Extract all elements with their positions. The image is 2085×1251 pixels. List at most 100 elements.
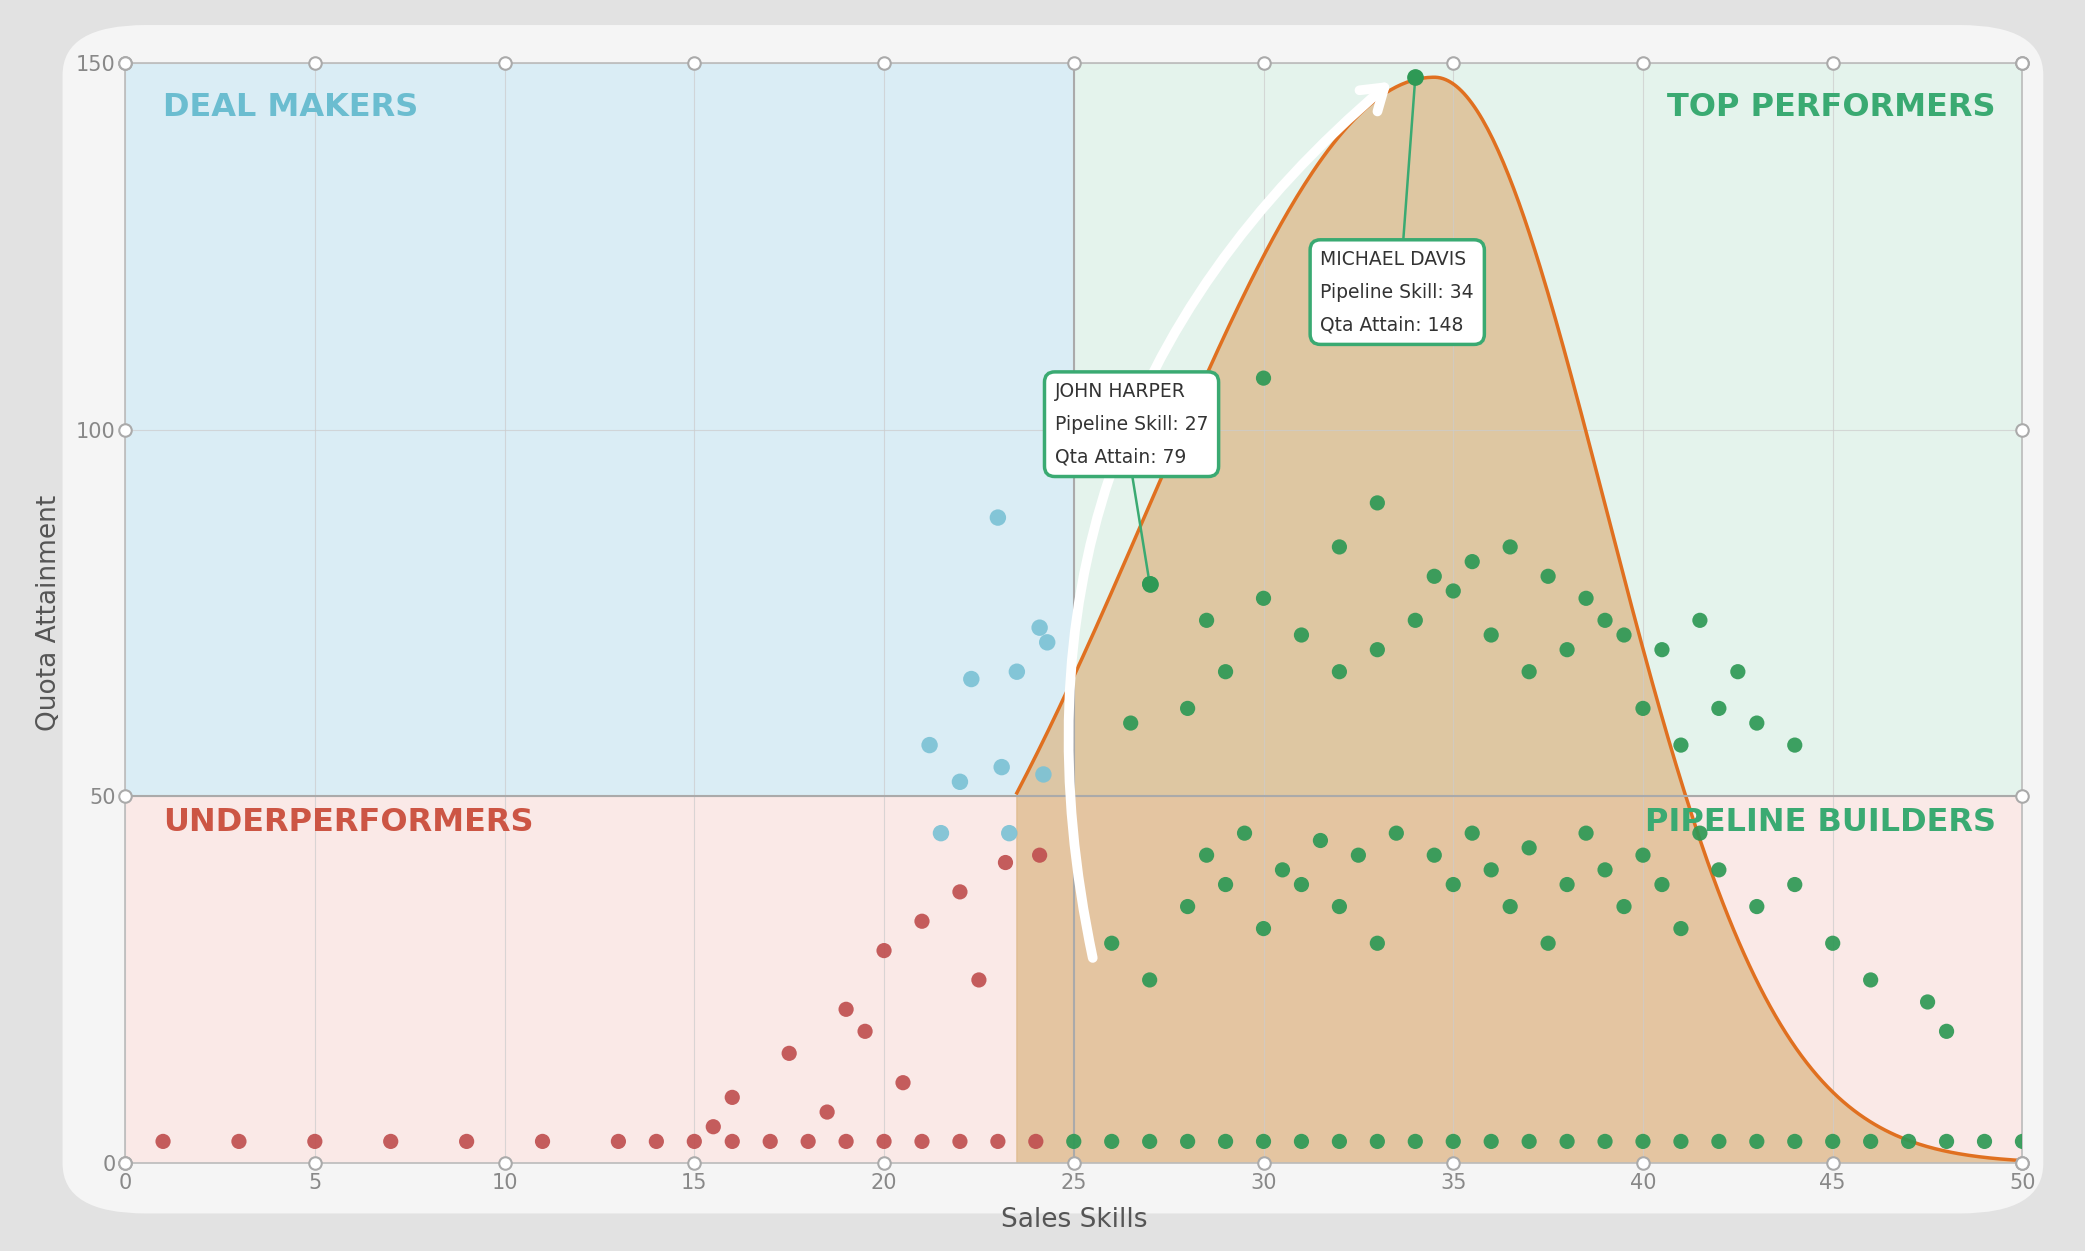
Point (1095, 933, 1128, 953)
Point (1057, 1131, 1090, 1151)
Text: DEAL MAKERS: DEAL MAKERS (163, 91, 419, 123)
Point (905, 1131, 938, 1151)
Point (984, 757, 1017, 777)
Point (1910, 992, 1943, 1012)
Point (1551, 1131, 1585, 1151)
Point (982, 1131, 1015, 1151)
Bar (1074, 63, 2022, 797)
Point (1741, 1131, 1774, 1151)
Point (1701, 698, 1735, 718)
Point (525, 1131, 559, 1151)
Point (811, 1102, 844, 1122)
Point (1303, 831, 1336, 851)
Point (1474, 859, 1507, 879)
Point (1645, 874, 1678, 894)
Point (942, 772, 976, 792)
Point (1026, 764, 1059, 784)
Point (1701, 859, 1735, 879)
Point (849, 1021, 882, 1041)
Point (1209, 662, 1243, 682)
Point (715, 1131, 749, 1151)
Text: UNDERPERFORMERS: UNDERPERFORMERS (163, 807, 534, 838)
Point (1455, 823, 1489, 843)
Point (1362, 639, 1395, 659)
Point (1474, 1131, 1507, 1151)
Point (1418, 567, 1451, 587)
Point (1530, 933, 1564, 953)
Point (603, 1131, 636, 1151)
Point (1095, 1131, 1128, 1151)
Point (942, 1131, 976, 1151)
Point (1931, 1021, 1964, 1041)
Point (1816, 1131, 1849, 1151)
Point (1191, 610, 1224, 631)
Point (640, 1131, 673, 1151)
Point (1701, 1131, 1735, 1151)
Point (1493, 537, 1526, 557)
Point (1854, 970, 1887, 990)
Point (1399, 1131, 1432, 1151)
Point (913, 736, 947, 756)
Point (450, 1131, 484, 1151)
Point (678, 1131, 711, 1151)
Point (1779, 1131, 1812, 1151)
Point (1284, 1131, 1318, 1151)
Point (696, 1117, 730, 1137)
Point (1530, 567, 1564, 587)
Point (1474, 626, 1507, 646)
Point (1362, 1131, 1395, 1151)
Point (1113, 713, 1147, 733)
Point (1589, 1131, 1622, 1151)
Point (715, 1087, 749, 1107)
Point (830, 1000, 863, 1020)
Point (1626, 1131, 1660, 1151)
Bar (1074, 797, 2022, 1163)
Point (2006, 1131, 2039, 1151)
Point (1645, 639, 1678, 659)
Point (1779, 874, 1812, 894)
Point (1551, 639, 1585, 659)
Point (1551, 874, 1585, 894)
Point (1247, 918, 1280, 938)
Point (1132, 970, 1166, 990)
Point (1247, 1131, 1280, 1151)
Point (753, 1131, 786, 1151)
Point (992, 823, 1026, 843)
X-axis label: Sales Skills: Sales Skills (1001, 1207, 1147, 1233)
Point (867, 1131, 901, 1151)
Point (1589, 859, 1622, 879)
Point (1228, 823, 1261, 843)
Point (1683, 823, 1716, 843)
Point (1322, 897, 1355, 917)
Text: JOHN HARPER
Pipeline Skill: 27
Qta Attain: 79: JOHN HARPER Pipeline Skill: 27 Qta Attai… (1055, 383, 1209, 467)
Point (1191, 846, 1224, 866)
Text: PIPELINE BUILDERS: PIPELINE BUILDERS (1645, 807, 1995, 838)
Point (1172, 1131, 1205, 1151)
Point (830, 1131, 863, 1151)
Text: MICHAEL DAVIS
Pipeline Skill: 34
Qta Attain: 148: MICHAEL DAVIS Pipeline Skill: 34 Qta Att… (1320, 250, 1474, 334)
Point (1322, 662, 1355, 682)
Point (146, 1131, 179, 1151)
Point (1779, 736, 1812, 756)
Point (1722, 662, 1756, 682)
Point (792, 1131, 826, 1151)
Point (1968, 1131, 2002, 1151)
Point (1608, 897, 1641, 917)
Point (963, 970, 997, 990)
Point (1437, 580, 1470, 600)
Point (1664, 736, 1697, 756)
Point (1854, 1131, 1887, 1151)
Point (1322, 537, 1355, 557)
Point (1030, 632, 1063, 652)
Point (1589, 610, 1622, 631)
Point (1172, 698, 1205, 718)
Point (223, 1131, 256, 1151)
Point (955, 669, 988, 689)
Point (1741, 897, 1774, 917)
Point (1266, 859, 1299, 879)
Point (1455, 552, 1489, 572)
Point (1247, 588, 1280, 608)
Point (1664, 918, 1697, 938)
Point (1683, 610, 1716, 631)
Point (771, 1043, 805, 1063)
